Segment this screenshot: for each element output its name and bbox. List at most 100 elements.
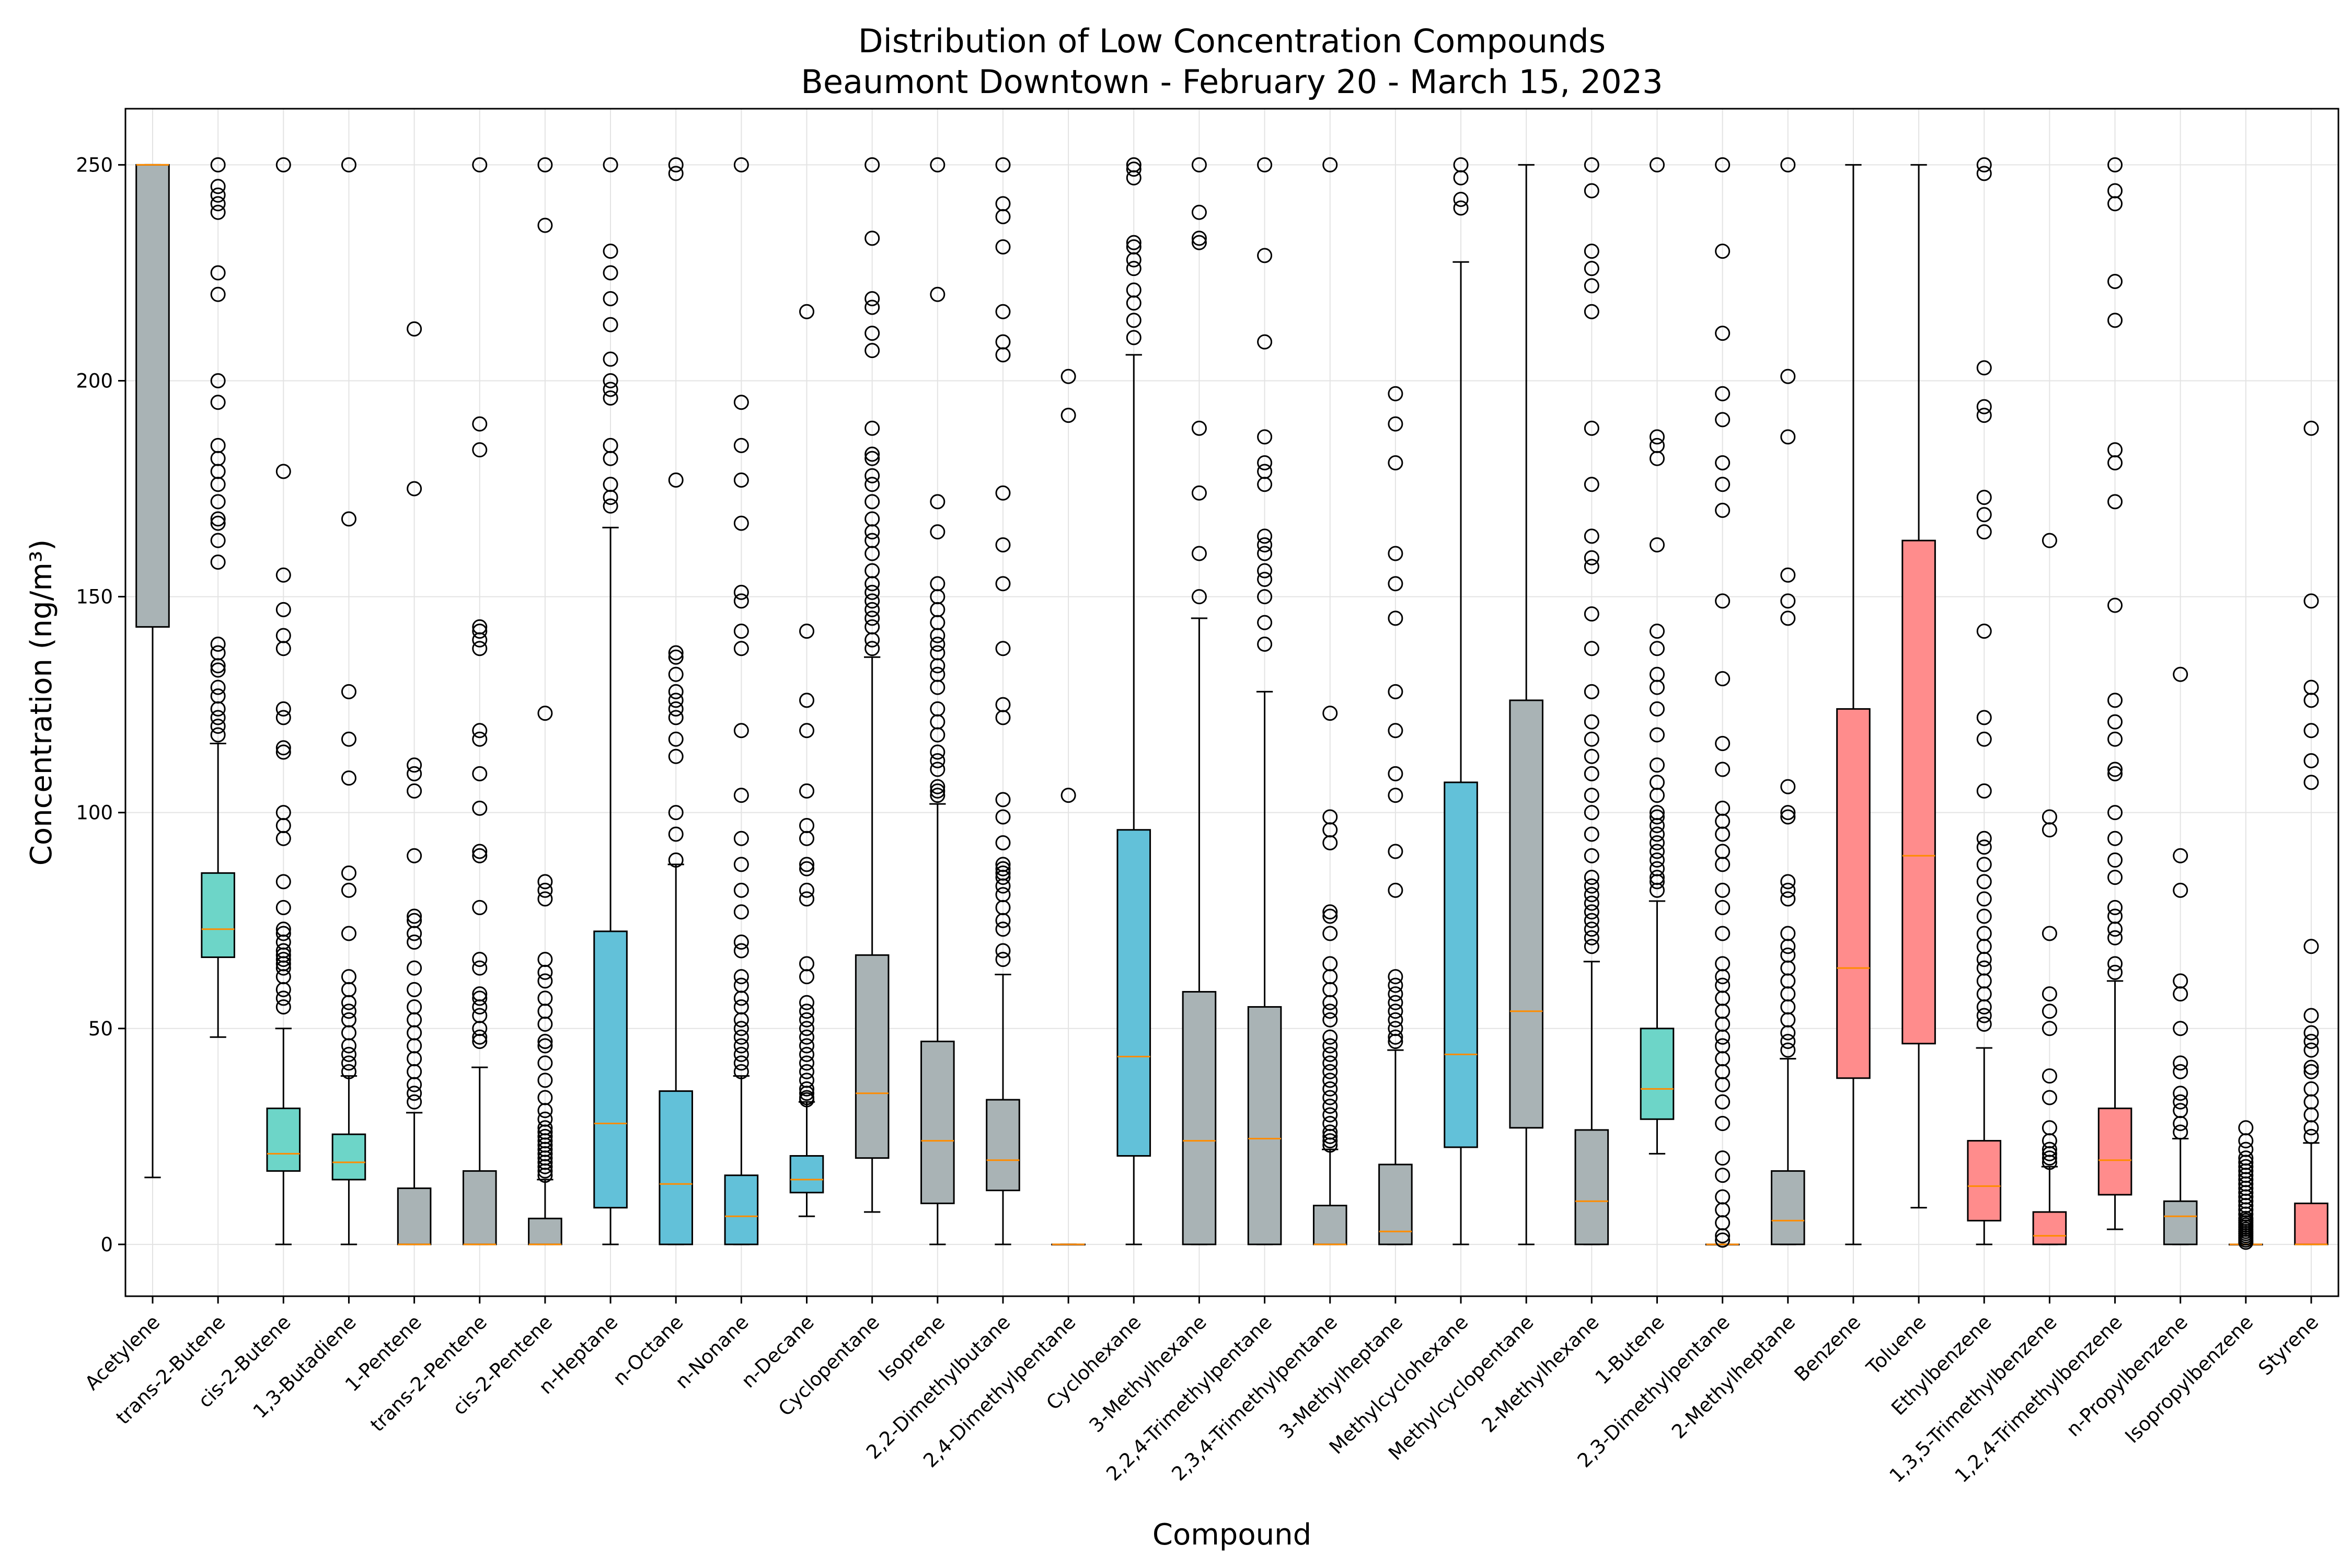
outlier-point xyxy=(1388,882,1403,898)
outlier-point xyxy=(995,157,1011,172)
outlier-point xyxy=(864,602,880,617)
outlier-point xyxy=(1976,157,1992,172)
outlier-point xyxy=(1780,805,1796,821)
outlier-point xyxy=(864,477,880,492)
outlier-point xyxy=(995,952,1011,967)
outlier-point xyxy=(2107,597,2123,613)
outlier-point xyxy=(1976,1017,1992,1032)
outlier-point xyxy=(2173,1055,2188,1071)
outlier-point xyxy=(1388,1012,1403,1028)
outlier-point xyxy=(1322,1064,1338,1079)
outlier-point xyxy=(341,969,356,985)
outlier-point xyxy=(2303,1128,2319,1144)
outlier-point xyxy=(2303,1081,2319,1097)
outlier-point xyxy=(1322,809,1338,825)
outlier-point xyxy=(2238,1142,2254,1157)
outlier-point xyxy=(1388,969,1403,985)
outlier-point xyxy=(1584,848,1599,863)
outlier-point xyxy=(668,157,684,172)
outlier-point xyxy=(1649,870,1665,885)
outlier-point xyxy=(1780,926,1796,941)
box-iqr xyxy=(986,1099,1020,1192)
outlier-point xyxy=(341,1055,356,1071)
outlier-point xyxy=(472,766,488,781)
outlier-point xyxy=(1584,261,1599,276)
outlier-point xyxy=(1388,723,1403,739)
outlier-point xyxy=(799,1038,815,1054)
outlier-point xyxy=(995,537,1011,552)
outlier-point xyxy=(1715,882,1731,898)
y-tick-label: 50 xyxy=(88,1018,113,1040)
outlier-point xyxy=(995,485,1011,501)
outlier-point xyxy=(1649,835,1665,851)
box-cis-2-pentene xyxy=(528,157,562,1246)
outlier-point xyxy=(668,748,684,764)
outlier-point xyxy=(733,1046,749,1062)
outlier-point xyxy=(407,481,422,497)
outlier-point xyxy=(2303,1059,2319,1075)
outlier-point xyxy=(2042,986,2057,1002)
outlier-point xyxy=(407,848,422,863)
outlier-point xyxy=(995,239,1011,255)
box-1-3-5-trimethylbenzene xyxy=(2032,533,2067,1246)
outlier-point xyxy=(1649,437,1665,453)
outlier-point xyxy=(341,882,356,898)
outlier-point xyxy=(864,563,880,579)
outlier-point xyxy=(1584,887,1599,903)
outlier-point xyxy=(2303,420,2319,436)
outlier-point xyxy=(2042,1150,2057,1166)
outlier-point xyxy=(1780,368,1796,384)
outlier-point xyxy=(2107,693,2123,708)
outlier-point xyxy=(1715,1094,1731,1110)
outlier-point xyxy=(1715,900,1731,915)
outlier-point xyxy=(603,351,618,367)
outlier-point xyxy=(799,1090,815,1105)
outlier-point xyxy=(275,701,291,717)
outlier-point xyxy=(2107,930,2123,946)
outlier-point xyxy=(1584,788,1599,803)
outlier-point xyxy=(1060,408,1076,423)
outlier-point xyxy=(210,187,226,203)
outlier-point xyxy=(537,1055,553,1071)
y-tick-label: 200 xyxy=(76,370,113,392)
outlier-point xyxy=(275,943,291,959)
outlier-point xyxy=(995,641,1011,656)
outlier-point xyxy=(210,437,226,453)
outlier-point xyxy=(1584,826,1599,842)
box-iqr xyxy=(201,872,235,958)
outlier-point xyxy=(1780,947,1796,963)
outlier-point xyxy=(275,999,291,1014)
outlier-point xyxy=(537,882,553,898)
outlier-point xyxy=(930,783,946,799)
box-toluene xyxy=(1901,164,1936,1209)
box-iqr xyxy=(462,1170,497,1246)
outlier-point xyxy=(603,244,618,259)
outlier-point xyxy=(1584,244,1599,259)
box-cyclopentane xyxy=(855,157,890,1213)
outlier-point xyxy=(2042,809,2057,825)
outlier-point xyxy=(1322,1073,1338,1088)
outlier-point xyxy=(1388,766,1403,781)
outlier-point xyxy=(210,204,226,220)
box-iqr xyxy=(1901,539,1936,1045)
box-iqr xyxy=(2163,1200,2198,1246)
outlier-point xyxy=(1388,576,1403,592)
outlier-point xyxy=(1649,537,1665,552)
outlier-point xyxy=(995,576,1011,592)
outlier-point xyxy=(2303,1042,2319,1058)
outlier-point xyxy=(1780,779,1796,794)
outlier-point xyxy=(1584,731,1599,747)
outlier-point xyxy=(1649,775,1665,790)
outlier-point xyxy=(864,468,880,483)
outlier-point xyxy=(733,904,749,920)
outlier-point xyxy=(1126,239,1142,255)
outlier-point xyxy=(341,1004,356,1019)
outlier-point xyxy=(210,373,226,388)
outlier-point xyxy=(1584,278,1599,294)
box-iqr xyxy=(789,1155,824,1194)
outlier-point xyxy=(210,265,226,281)
box-n-heptane xyxy=(593,157,628,1246)
outlier-point xyxy=(472,619,488,635)
outlier-point xyxy=(407,960,422,976)
outlier-point xyxy=(275,990,291,1006)
